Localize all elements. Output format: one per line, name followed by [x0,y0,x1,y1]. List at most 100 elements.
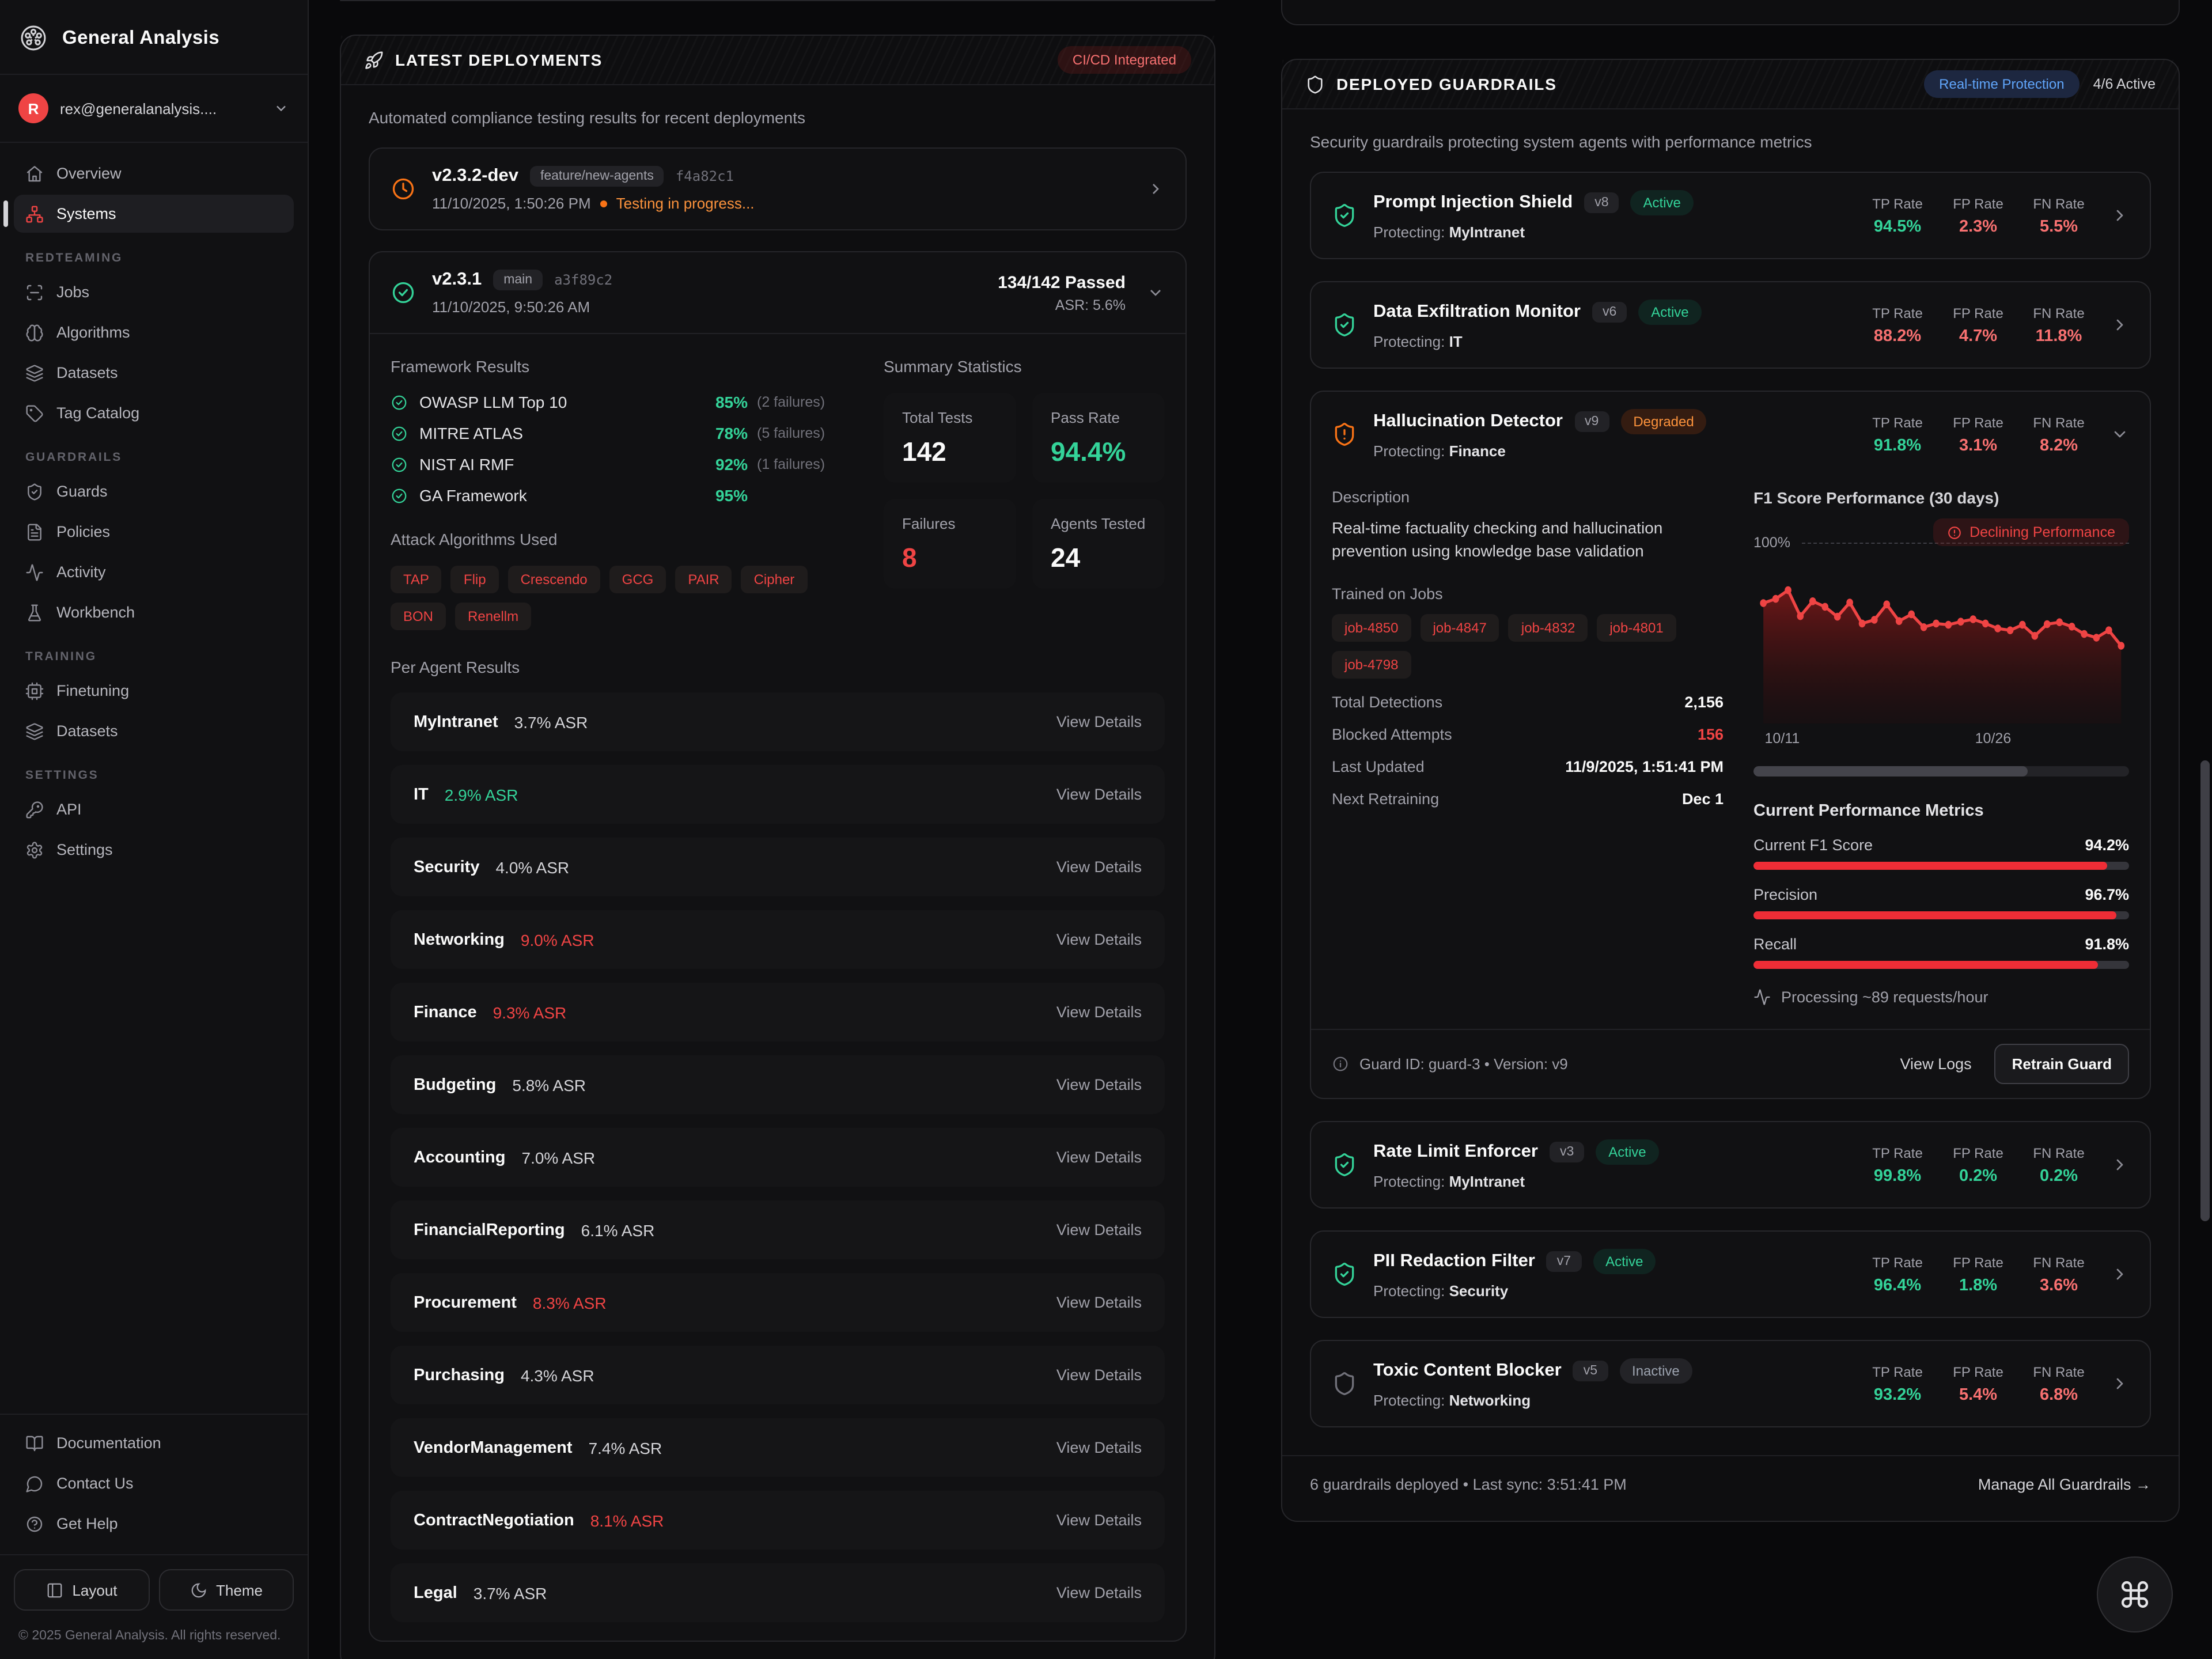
sidebar-item-datasets[interactable]: Datasets [14,354,294,392]
sidebar-item-overview[interactable]: Overview [14,154,294,192]
guard-meta: Guard ID: guard-3 • Version: v9 [1359,1055,1568,1073]
view-details-link[interactable]: View Details [1056,858,1142,876]
guardrail-card-pii-redaction-filter: PII Redaction Filter v7 Active Protectin… [1310,1230,2151,1318]
f1-chart: Declining Performance 100% 10/11 10/26 [1753,518,2129,777]
stat-pass-rate: Pass Rate 94.4% [1032,393,1165,483]
key-icon [25,800,44,819]
guardrail-row[interactable]: Prompt Injection Shield v8 Active Protec… [1311,173,2150,258]
deployment-row[interactable]: v2.3.1 main a3f89c2 11/10/2025, 9:50:26 … [370,252,1185,333]
view-details-link[interactable]: View Details [1056,1221,1142,1238]
shield-check-icon [1332,203,1357,228]
agent-row-accounting: Accounting 7.0% ASR View Details [391,1128,1165,1187]
guardrails-list: Prompt Injection Shield v8 Active Protec… [1310,172,2151,1427]
trained-on-jobs-title: Trained on Jobs [1332,585,1443,603]
user-menu[interactable]: R rex@generalanalysis.... [0,75,308,142]
chat-icon [25,1474,44,1493]
per-agent-results-title: Per Agent Results [391,658,520,676]
shield-check-icon [1332,1152,1357,1177]
layout-button-label: Layout [72,1581,118,1599]
sidebar-item-tag-catalog[interactable]: Tag Catalog [14,394,294,432]
guardrail-row[interactable]: Toxic Content Blocker v5 Inactive Protec… [1311,1341,2150,1426]
chevron-right-icon [1146,180,1165,198]
guardrail-row[interactable]: Hallucination Detector v9 Degraded Prote… [1311,392,2150,477]
sidebar-item-workbench[interactable]: Workbench [14,593,294,631]
guard-status-badge: Active [1596,1139,1659,1165]
sidebar-item-contact-us[interactable]: Contact Us [14,1464,294,1502]
deployment-version: v2.3.2-dev [432,166,518,185]
view-details-link[interactable]: View Details [1056,786,1142,803]
sidebar-item-guards[interactable]: Guards [14,472,294,510]
attack-algorithm-chip: GCG [609,566,666,593]
job-chip: job-4847 [1420,613,1499,642]
view-details-link[interactable]: View Details [1056,931,1142,948]
command-palette-button[interactable] [2097,1556,2173,1633]
agent-row-security: Security 4.0% ASR View Details [391,838,1165,896]
deployment-row[interactable]: v2.3.2-dev feature/new-agents f4a82c1 11… [370,149,1185,229]
job-chip: job-4798 [1332,650,1411,679]
guard-rates: TP Rate 94.5% FP Rate 2.3% FN Rate 5.5% [1869,195,2088,236]
avatar: R [18,93,48,123]
guardrails-title: DEPLOYED GUARDRAILS [1336,75,1557,93]
deployment-details: Framework Results OWASP LLM Top 10 85% (2 … [370,333,1185,1641]
view-logs-button[interactable]: View Logs [1900,1055,1972,1073]
sidebar-item-jobs[interactable]: Jobs [14,273,294,311]
chevron-right-icon [2111,316,2129,334]
sidebar-item-api[interactable]: API [14,790,294,828]
nav-section-training: TRAINING [25,650,97,664]
help-icon [25,1514,44,1533]
guard-detail-stats: Total Detections 2,156 Blocked Attempts 156… [1332,693,1724,807]
chevron-down-icon [2111,425,2129,444]
sidebar-item-activity[interactable]: Activity [14,553,294,591]
current-performance-metrics-title: Current Performance Metrics [1753,802,1984,820]
view-details-link[interactable]: View Details [1056,1584,1142,1601]
chevron-right-icon [2111,1156,2129,1174]
chevron-right-icon [2111,206,2129,225]
sidebar-item-settings[interactable]: Settings [14,831,294,869]
command-icon [2119,1578,2151,1611]
manage-all-guardrails-link[interactable]: Manage All Guardrails → [1978,1476,2151,1493]
view-details-link[interactable]: View Details [1056,1294,1142,1311]
chart-scrollbar[interactable] [1753,766,2129,777]
divider [0,74,308,75]
retrain-guard-button[interactable]: Retrain Guard [1994,1044,2129,1084]
per-agent-results-list: MyIntranet 3.7% ASR View Details IT 2.9% ASR… [391,692,1165,1622]
sidebar-item-documentation[interactable]: Documentation [14,1424,294,1462]
sidebar-item-algorithms[interactable]: Algorithms [14,313,294,351]
layout-button[interactable]: Layout [14,1569,149,1611]
guardrail-row[interactable]: PII Redaction Filter v7 Active Protectin… [1311,1232,2150,1317]
sidebar-item-get-help[interactable]: Get Help [14,1505,294,1543]
view-details-link[interactable]: View Details [1056,1439,1142,1456]
sidebar-item-policies[interactable]: Policies [14,513,294,551]
guard-status-badge: Inactive [1619,1358,1692,1384]
view-details-link[interactable]: View Details [1056,1003,1142,1021]
view-details-link[interactable]: View Details [1056,713,1142,730]
theme-button[interactable]: Theme [158,1569,294,1611]
guardrail-row[interactable]: Data Exfiltration Monitor v6 Active Prot… [1311,282,2150,368]
home-icon [25,164,44,183]
agent-row-vendormanagement: VendorManagement 7.4% ASR View Details [391,1418,1165,1477]
tp-rate: TP Rate 99.8% [1872,1145,1923,1185]
view-details-link[interactable]: View Details [1056,1076,1142,1093]
activity-icon [1753,988,1771,1006]
sidebar-item-finetuning[interactable]: Finetuning [14,672,294,710]
chevron-down-icon [1146,283,1165,302]
guardrail-row[interactable]: Rate Limit Enforcer v3 Active Protecting… [1311,1122,2150,1207]
agent-row-legal: Legal 3.7% ASR View Details [391,1563,1165,1622]
fn-rate: FN Rate 11.8% [2033,305,2085,345]
f1-chart-title: F1 Score Performance (30 days) [1753,488,1999,507]
copyright: © 2025 General Analysis. All rights rese… [18,1629,281,1643]
vertical-scrollbar-thumb[interactable] [2200,760,2210,1221]
guard-status-badge: Active [1630,190,1694,215]
view-details-link[interactable]: View Details [1056,1366,1142,1384]
guard-name: Prompt Injection Shield [1373,192,1573,212]
sidebar-item-datasets[interactable]: Datasets [14,712,294,750]
stat-next-retraining: Next Retraining Dec 1 [1332,790,1724,808]
guardrails-header: DEPLOYED GUARDRAILS Real-time Protection… [1282,60,2179,109]
view-details-link[interactable]: View Details [1056,1512,1142,1529]
fn-rate: FN Rate 0.2% [2033,1145,2085,1185]
guard-protecting: Protecting: Networking [1373,1392,1531,1409]
view-details-link[interactable]: View Details [1056,1149,1142,1166]
fn-rate: FN Rate 8.2% [2033,414,2085,454]
theme-button-label: Theme [216,1581,263,1599]
sidebar-item-systems[interactable]: Systems [3,195,294,233]
